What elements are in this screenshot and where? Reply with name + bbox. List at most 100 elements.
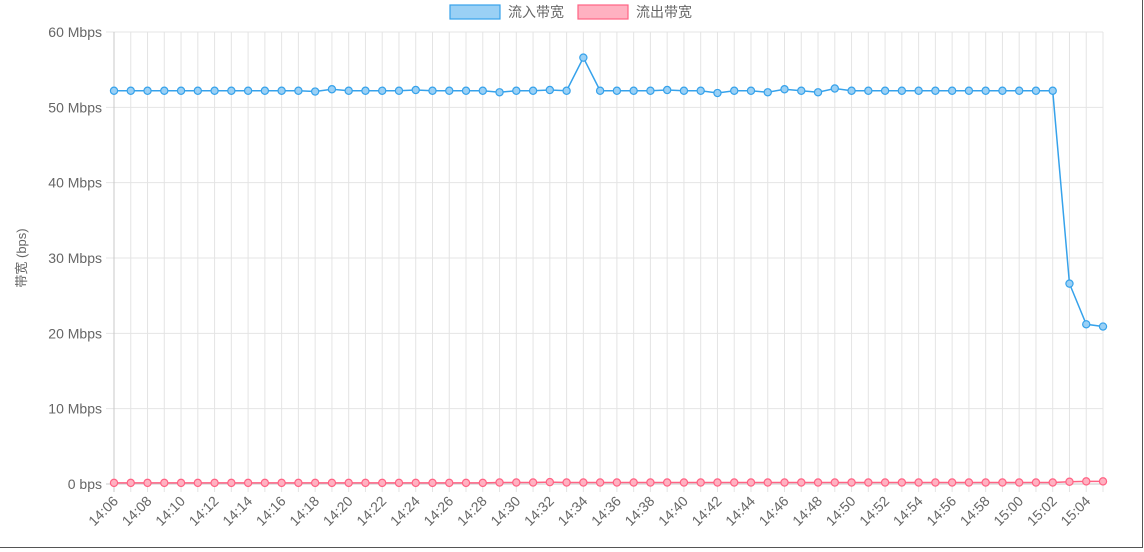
data-point[interactable]	[344, 86, 353, 95]
data-point[interactable]	[713, 88, 722, 98]
data-point[interactable]	[579, 478, 588, 487]
data-point[interactable]	[227, 478, 236, 488]
data-point[interactable]	[109, 86, 119, 95]
data-point[interactable]	[176, 86, 186, 95]
data-point[interactable]	[1098, 477, 1108, 486]
data-point[interactable]	[210, 86, 219, 95]
legend[interactable]: 流入带宽 流出带宽	[449, 4, 692, 20]
data-point[interactable]	[277, 86, 286, 95]
data-point[interactable]	[1065, 279, 1074, 288]
data-point[interactable]	[830, 478, 839, 487]
data-point[interactable]	[193, 86, 203, 95]
data-point[interactable]	[545, 85, 555, 95]
data-point[interactable]	[662, 85, 672, 95]
data-point[interactable]	[277, 478, 286, 488]
data-point[interactable]	[126, 86, 135, 95]
data-point[interactable]	[143, 478, 152, 488]
data-point[interactable]	[1065, 477, 1074, 486]
data-point[interactable]	[1082, 477, 1091, 486]
data-point[interactable]	[428, 478, 437, 488]
data-point[interactable]	[897, 86, 907, 95]
data-point[interactable]	[478, 86, 487, 95]
data-point[interactable]	[512, 86, 521, 95]
data-point[interactable]	[931, 478, 940, 487]
data-point[interactable]	[696, 86, 705, 95]
data-point[interactable]	[1048, 478, 1057, 487]
data-point[interactable]	[176, 478, 186, 488]
legend-item-outbound[interactable]: 流出带宽	[577, 4, 692, 20]
data-point[interactable]	[310, 478, 320, 488]
data-point[interactable]	[327, 478, 337, 488]
data-point[interactable]	[243, 478, 253, 488]
data-point[interactable]	[629, 86, 638, 95]
data-point[interactable]	[713, 478, 722, 487]
data-point[interactable]	[344, 478, 353, 488]
data-point[interactable]	[998, 86, 1007, 95]
data-point[interactable]	[361, 86, 370, 95]
data-point[interactable]	[646, 86, 655, 95]
data-point[interactable]	[260, 86, 270, 95]
data-point[interactable]	[931, 86, 940, 95]
data-point[interactable]	[528, 86, 538, 95]
data-point[interactable]	[562, 478, 571, 487]
data-point[interactable]	[528, 478, 538, 487]
data-point[interactable]	[612, 478, 622, 487]
data-point[interactable]	[763, 88, 772, 97]
data-point[interactable]	[260, 478, 270, 488]
data-point[interactable]	[813, 478, 823, 487]
data-point[interactable]	[730, 478, 739, 487]
data-point[interactable]	[746, 478, 756, 487]
data-point[interactable]	[780, 85, 789, 94]
data-point[interactable]	[612, 86, 622, 95]
data-point[interactable]	[964, 478, 974, 487]
data-point[interactable]	[947, 86, 957, 95]
data-point[interactable]	[394, 86, 404, 95]
data-point[interactable]	[780, 478, 789, 487]
data-point[interactable]	[696, 478, 705, 487]
data-point[interactable]	[679, 86, 689, 95]
data-point[interactable]	[193, 478, 203, 488]
data-point[interactable]	[294, 86, 303, 95]
data-point[interactable]	[763, 478, 772, 487]
data-point[interactable]	[411, 478, 420, 488]
data-point[interactable]	[545, 477, 555, 487]
data-point[interactable]	[813, 88, 823, 97]
data-point[interactable]	[495, 88, 504, 97]
data-point[interactable]	[428, 86, 437, 95]
data-point[interactable]	[998, 478, 1007, 487]
data-point[interactable]	[1098, 322, 1108, 331]
data-point[interactable]	[595, 478, 605, 487]
data-point[interactable]	[445, 86, 454, 95]
data-point[interactable]	[864, 478, 873, 487]
data-point[interactable]	[478, 478, 487, 488]
data-point[interactable]	[327, 85, 337, 94]
data-point[interactable]	[579, 53, 588, 62]
data-point[interactable]	[864, 86, 873, 95]
data-point[interactable]	[1031, 478, 1041, 487]
data-point[interactable]	[730, 86, 739, 95]
data-point[interactable]	[1014, 86, 1024, 95]
data-point[interactable]	[981, 478, 990, 487]
data-point[interactable]	[662, 478, 672, 487]
data-point[interactable]	[160, 478, 169, 488]
data-point[interactable]	[1014, 478, 1024, 487]
data-point[interactable]	[126, 478, 135, 488]
data-point[interactable]	[562, 86, 571, 95]
data-point[interactable]	[210, 478, 219, 488]
data-point[interactable]	[143, 86, 152, 95]
data-point[interactable]	[897, 478, 907, 487]
data-point[interactable]	[947, 478, 957, 487]
data-point[interactable]	[160, 86, 169, 95]
data-point[interactable]	[914, 86, 923, 95]
data-point[interactable]	[243, 86, 253, 95]
data-point[interactable]	[880, 86, 890, 95]
data-point[interactable]	[411, 85, 420, 95]
data-point[interactable]	[310, 87, 320, 96]
data-point[interactable]	[394, 478, 404, 488]
data-point[interactable]	[1031, 86, 1041, 95]
legend-item-inbound[interactable]: 流入带宽	[449, 4, 564, 20]
data-point[interactable]	[847, 478, 856, 487]
data-point[interactable]	[746, 86, 756, 95]
data-point[interactable]	[1048, 86, 1057, 95]
data-point[interactable]	[227, 86, 236, 95]
